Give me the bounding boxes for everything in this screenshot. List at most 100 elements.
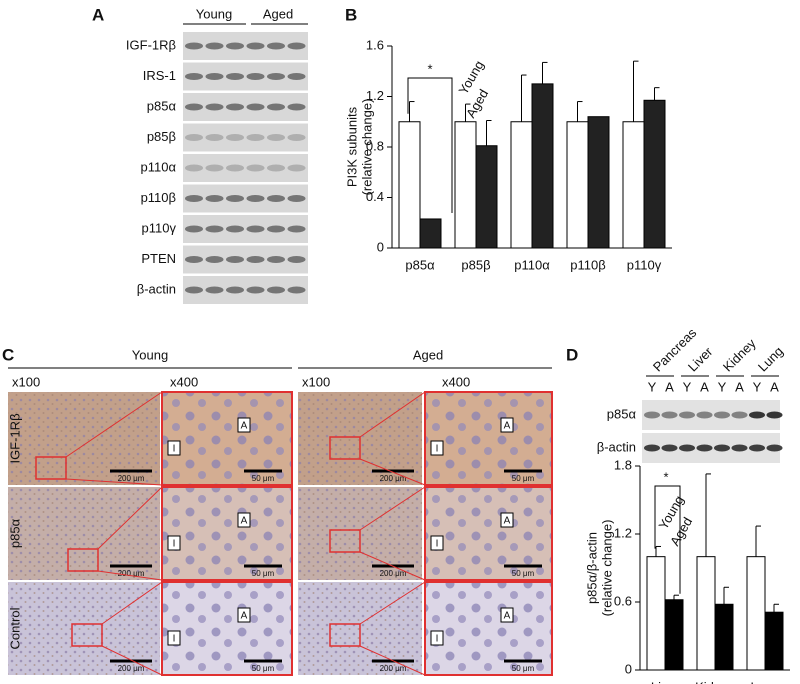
blot-band xyxy=(714,411,730,419)
blot-band xyxy=(287,225,306,233)
lane-label: Y xyxy=(753,379,762,394)
zoom-box xyxy=(35,456,67,480)
zoom-line xyxy=(359,551,426,581)
blot-strip xyxy=(183,276,308,304)
lane-label: A xyxy=(735,379,744,394)
bar xyxy=(454,121,477,249)
blot-band xyxy=(287,164,306,172)
blot-band xyxy=(267,73,285,80)
bar xyxy=(475,145,498,249)
blot-label: β-actin xyxy=(597,439,636,454)
significance-bracket xyxy=(407,77,453,213)
scale-bar-label: 50 μm xyxy=(512,664,535,673)
x-tick-label: Kidney xyxy=(695,679,735,684)
blot-band xyxy=(644,411,660,419)
zoom-frame xyxy=(161,391,293,486)
blot-band xyxy=(644,444,660,452)
y-tick-label: 0.8 xyxy=(366,138,384,153)
scale-bar-label: 50 μm xyxy=(252,569,275,578)
blot-band xyxy=(246,256,265,263)
scale-bar-label: 50 μm xyxy=(512,474,535,483)
blot-band xyxy=(185,256,203,263)
scale-bar-label: 200 μm xyxy=(118,664,145,673)
blot-band xyxy=(246,134,265,141)
y-tick-label: 0.6 xyxy=(614,593,632,608)
y-tick-label: 1.2 xyxy=(366,88,384,103)
marker-box xyxy=(237,417,251,433)
y-tick-label: 1.6 xyxy=(366,37,384,52)
blot-band xyxy=(185,103,203,111)
blot-band xyxy=(205,256,224,263)
bar xyxy=(643,99,666,249)
marker: I xyxy=(173,634,176,645)
panel-label: D xyxy=(566,345,578,364)
marker: A xyxy=(241,516,248,527)
blot-strip xyxy=(183,62,308,91)
blot-strip xyxy=(183,215,308,243)
y-tick-label: 0 xyxy=(625,661,632,676)
blot-band xyxy=(267,286,285,294)
group-label: Aged xyxy=(263,6,293,21)
blot-strip xyxy=(183,245,308,274)
blot-band xyxy=(267,164,285,172)
y-axis-label: p85α/β-actin xyxy=(584,532,599,604)
annotation: * xyxy=(427,61,432,76)
blot-label: p110β xyxy=(141,190,176,205)
blot-label: p85α xyxy=(147,98,177,113)
x-tick-label: Lung xyxy=(751,679,780,684)
bar xyxy=(587,116,610,249)
blot-band xyxy=(205,225,224,233)
blot-band xyxy=(287,286,306,294)
blot-band xyxy=(287,256,306,263)
blot-band xyxy=(749,411,765,419)
zoom-line xyxy=(65,478,163,486)
marker-box xyxy=(167,440,181,456)
blot-band xyxy=(267,134,285,141)
blot-band xyxy=(205,73,224,80)
panel-label: A xyxy=(92,5,104,24)
tissue-label: Liver xyxy=(685,344,716,375)
blot-band xyxy=(696,411,713,419)
blot-band xyxy=(226,195,244,202)
marker: A xyxy=(241,611,248,622)
blot-band xyxy=(246,103,265,111)
blot-band xyxy=(661,444,678,452)
blot-band xyxy=(287,42,306,50)
magnification: x100 xyxy=(302,374,330,389)
magnification: x400 xyxy=(170,374,198,389)
blot-band xyxy=(226,286,244,294)
marker-box xyxy=(500,607,514,623)
zoom-line xyxy=(101,645,163,676)
zoom-line xyxy=(65,391,163,458)
marker-box xyxy=(500,512,514,528)
blot-label: IRS-1 xyxy=(143,68,176,83)
x-tick-label: p85β xyxy=(461,257,490,272)
blot-strip xyxy=(183,32,308,60)
group-label: Young xyxy=(196,6,232,21)
blot-label: p85β xyxy=(147,129,176,144)
y-tick-label: 0.4 xyxy=(366,189,384,204)
x-tick-label: Liver xyxy=(651,679,680,684)
scale-bar-label: 50 μm xyxy=(252,474,275,483)
marker-box xyxy=(237,607,251,623)
row-label: p85α xyxy=(7,518,22,548)
zoom-box xyxy=(329,623,361,647)
marker: I xyxy=(436,539,439,550)
blot-band xyxy=(205,195,224,202)
blot-strip xyxy=(183,123,308,152)
blot-band xyxy=(226,134,244,141)
blot-band xyxy=(267,42,285,50)
blot-band xyxy=(226,73,244,80)
y-tick-label: 1.8 xyxy=(614,457,632,472)
zoom-line xyxy=(359,645,426,676)
bar xyxy=(696,556,716,671)
zoom-line xyxy=(359,391,426,438)
blot-band xyxy=(287,134,306,141)
bar xyxy=(622,121,645,249)
bar xyxy=(764,611,784,671)
x-tick-label: p110β xyxy=(570,257,605,272)
blot-band xyxy=(246,164,265,172)
zoom-frame xyxy=(161,486,293,581)
bar xyxy=(398,121,421,249)
